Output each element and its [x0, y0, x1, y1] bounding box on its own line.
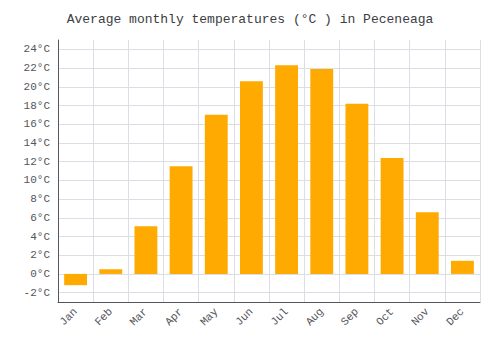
svg-text:Jul: Jul	[268, 306, 290, 328]
svg-text:10°C: 10°C	[24, 174, 51, 186]
svg-text:Jun: Jun	[233, 306, 255, 328]
svg-text:4°C: 4°C	[30, 231, 50, 243]
svg-text:Aug: Aug	[304, 306, 326, 328]
svg-text:14°C: 14°C	[24, 137, 51, 149]
svg-text:May: May	[198, 305, 221, 328]
svg-text:8°C: 8°C	[30, 193, 50, 205]
svg-text:Nov: Nov	[409, 305, 432, 328]
svg-text:Apr: Apr	[163, 306, 185, 328]
svg-text:Jan: Jan	[57, 306, 79, 328]
svg-text:Feb: Feb	[93, 306, 115, 328]
svg-text:6°C: 6°C	[30, 212, 50, 224]
svg-text:16°C: 16°C	[24, 118, 51, 130]
svg-text:Sep: Sep	[339, 306, 361, 328]
svg-text:Average monthly temperatures (: Average monthly temperatures (°C ) in Pe…	[67, 12, 434, 27]
svg-text:22°C: 22°C	[24, 62, 51, 74]
svg-text:0°C: 0°C	[30, 268, 50, 280]
svg-text:Oct: Oct	[374, 306, 396, 328]
svg-text:20°C: 20°C	[24, 81, 51, 93]
svg-text:Mar: Mar	[128, 306, 150, 328]
svg-text:-2°C: -2°C	[24, 287, 51, 299]
svg-text:Dec: Dec	[444, 306, 466, 328]
svg-text:24°C: 24°C	[24, 43, 51, 55]
svg-text:18°C: 18°C	[24, 100, 51, 112]
svg-text:2°C: 2°C	[30, 249, 50, 261]
svg-text:12°C: 12°C	[24, 156, 51, 168]
